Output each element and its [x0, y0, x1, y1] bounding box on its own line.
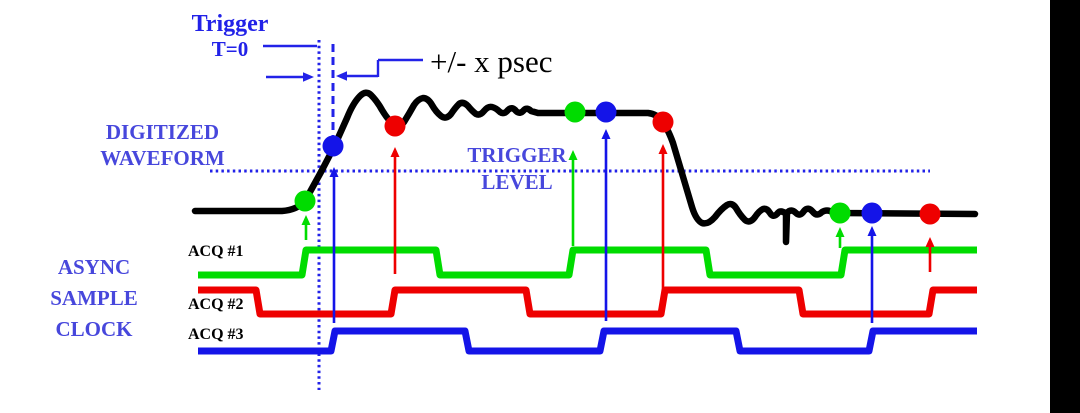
- sample-dot: [294, 190, 316, 212]
- sample-arrow-head: [301, 215, 311, 225]
- sample-arrow-head: [601, 129, 611, 139]
- trigger-level-line1: TRIGGER: [467, 143, 567, 167]
- sample-arrow-head: [835, 227, 845, 237]
- sample-arrow-head: [568, 150, 578, 160]
- sample-dot: [322, 135, 344, 157]
- sample-dot: [829, 202, 851, 224]
- sample-dot: [861, 202, 883, 224]
- acq2-label: ACQ #2: [188, 296, 244, 313]
- t0-pointer-arrow-head: [303, 72, 314, 82]
- sample-dot: [652, 111, 674, 133]
- sample-dot: [564, 101, 586, 123]
- acq2-signal: [198, 286, 977, 318]
- digitized-waveform-path: [191, 89, 979, 246]
- async-label-line3: CLOCK: [55, 317, 133, 341]
- sample-dot: [595, 101, 617, 123]
- sample-dot: [384, 115, 406, 137]
- async-label-line1: ASYNC: [57, 255, 131, 279]
- sample-arrow-head: [925, 237, 935, 247]
- trigger-label: Trigger: [191, 11, 269, 37]
- sample-dot: [919, 203, 941, 225]
- trigger-level-line2: LEVEL: [481, 170, 553, 194]
- async-label-line2: SAMPLE: [50, 286, 138, 310]
- async-sample-clock-label: ASYNC SAMPLE CLOCK: [23, 252, 165, 345]
- sample-arrow-head: [390, 147, 400, 157]
- acq1-label: ACQ #1: [188, 243, 244, 260]
- t0-label: T=0: [211, 37, 249, 61]
- acq3-label: ACQ #3: [188, 326, 244, 343]
- tolerance-label: +/- x psec: [430, 44, 553, 79]
- tolerance-pointer-arrow-head: [336, 71, 347, 81]
- acq3-signal: [198, 327, 977, 355]
- right-black-bar: [1050, 0, 1080, 413]
- digitized-label-line1: DIGITIZED: [105, 120, 220, 144]
- sample-arrow-head: [867, 226, 877, 236]
- trigger-level-label: TRIGGER LEVEL: [452, 142, 582, 196]
- digitized-waveform-label: DIGITIZED WAVEFORM: [85, 119, 240, 171]
- sample-arrow-head: [329, 167, 339, 177]
- sample-arrow-head: [658, 144, 668, 154]
- acq1-signal: [198, 246, 977, 279]
- digitized-label-line2: WAVEFORM: [100, 146, 225, 170]
